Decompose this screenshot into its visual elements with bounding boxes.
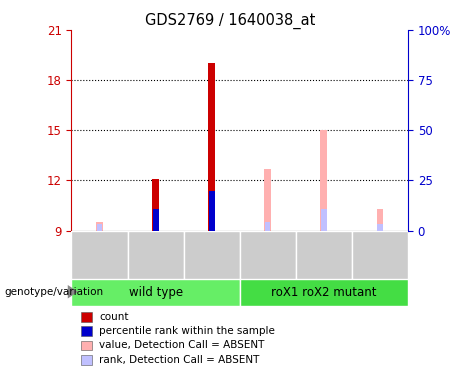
Bar (321, 209, 326, 231)
Text: wild type: wild type (129, 286, 183, 299)
Text: genotype/variation: genotype/variation (5, 287, 104, 297)
FancyBboxPatch shape (240, 231, 296, 279)
Bar (96, 222, 103, 231)
Bar (153, 209, 159, 231)
Bar (152, 179, 159, 231)
Text: count: count (99, 312, 129, 322)
Bar (377, 224, 383, 231)
Text: roX1 roX2 mutant: roX1 roX2 mutant (271, 286, 377, 299)
Bar (209, 224, 214, 231)
Bar (208, 63, 215, 231)
Bar (209, 191, 215, 231)
Bar (153, 224, 158, 231)
Text: rank, Detection Call = ABSENT: rank, Detection Call = ABSENT (99, 355, 260, 364)
FancyBboxPatch shape (240, 279, 408, 306)
FancyBboxPatch shape (183, 231, 240, 279)
Text: GDS2769 / 1640038_at: GDS2769 / 1640038_at (145, 13, 316, 29)
Bar (377, 209, 383, 231)
Bar (320, 130, 327, 231)
Bar (265, 169, 271, 231)
Bar (208, 195, 215, 231)
Text: value, Detection Call = ABSENT: value, Detection Call = ABSENT (99, 340, 265, 350)
FancyBboxPatch shape (71, 231, 128, 279)
Bar (97, 224, 102, 231)
Polygon shape (68, 285, 78, 298)
Text: percentile rank within the sample: percentile rank within the sample (99, 326, 275, 336)
FancyBboxPatch shape (352, 231, 408, 279)
FancyBboxPatch shape (71, 279, 240, 306)
FancyBboxPatch shape (296, 231, 352, 279)
Bar (152, 179, 159, 231)
Bar (265, 222, 271, 231)
FancyBboxPatch shape (128, 231, 183, 279)
